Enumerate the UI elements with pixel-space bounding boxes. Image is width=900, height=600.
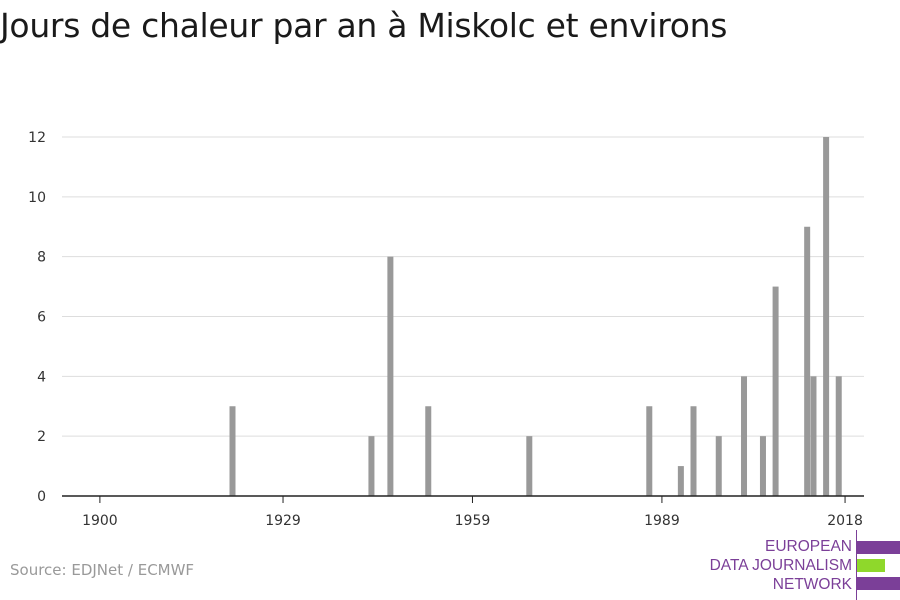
logo-line-2: DATA JOURNALISM	[709, 557, 852, 574]
y-tick-label-10: 10	[28, 190, 46, 206]
y-tick-label-6: 6	[37, 310, 46, 326]
y-axis-ticks: 0 2 4 6 8 10 12	[28, 130, 46, 505]
logo-divider	[856, 530, 857, 600]
gridlines	[62, 136, 864, 437]
logo-bar-middle	[857, 559, 885, 572]
bar-1943	[368, 436, 375, 496]
y-tick-label-0: 0	[37, 489, 46, 505]
x-tick-label-1989: 1989	[644, 513, 680, 529]
y-tick-label-8: 8	[37, 250, 46, 266]
x-axis-ticks: 1900 1929 1959 1989 2018	[82, 496, 863, 529]
x-tick-label-2018: 2018	[827, 513, 863, 529]
logo-bar-bottom	[857, 577, 900, 590]
y-tick-label-12: 12	[28, 130, 46, 146]
edjnet-logo: EUROPEAN DATA JOURNALISM NETWORK	[700, 530, 900, 600]
logo-line-3: NETWORK	[772, 576, 852, 593]
bar-2017	[835, 376, 842, 496]
chart-title: Jours de chaleur par an à Miskolc et env…	[0, 6, 728, 45]
logo-line-1: EUROPEAN	[765, 538, 852, 555]
bar-1968	[526, 436, 533, 496]
y-tick-label-2: 2	[37, 429, 46, 445]
bar-2007	[772, 286, 779, 496]
bar-2015	[823, 137, 830, 496]
x-tick-label-1900: 1900	[82, 513, 118, 529]
bar-2005	[759, 436, 766, 496]
bar-1921	[229, 406, 236, 496]
bar-1952	[425, 406, 432, 496]
y-tick-label-4: 4	[37, 369, 46, 385]
bar-2013	[810, 376, 817, 496]
x-tick-label-1959: 1959	[455, 513, 491, 529]
x-tick-label-1929: 1929	[265, 513, 301, 529]
bar-1987	[646, 406, 653, 496]
bar-2012	[804, 226, 811, 496]
logo-bar-top	[857, 541, 900, 554]
bar-2002	[741, 376, 748, 496]
bar-1946	[387, 256, 394, 496]
bar-1994	[690, 406, 697, 496]
source-note: Source: EDJNet / ECMWF	[10, 561, 195, 579]
bars	[229, 137, 842, 496]
bar-1992	[677, 466, 684, 496]
bar-1998	[715, 436, 722, 496]
